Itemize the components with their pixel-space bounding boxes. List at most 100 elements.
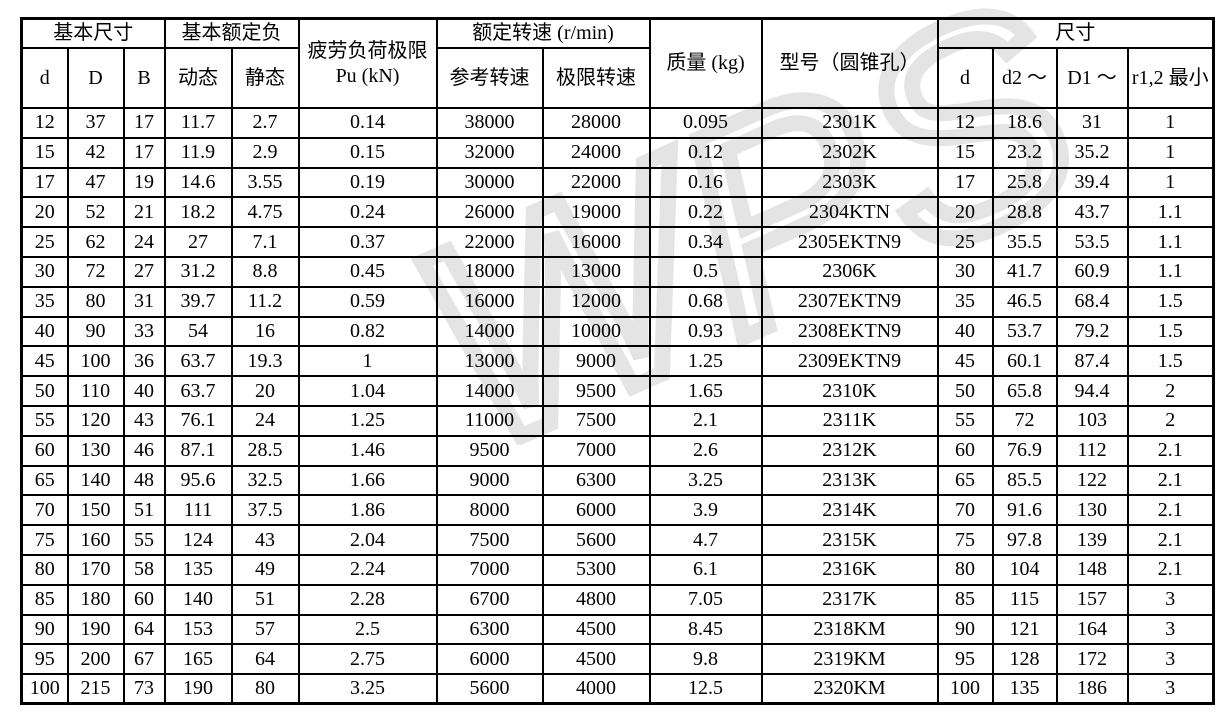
cell-B: 40 [122,375,166,407]
cell-model: 2314K [760,494,939,527]
cell-static-rating: 37.5 [230,494,300,527]
cell-dim-D1: 87.4 [1055,345,1129,378]
cell-dim-d: 95 [936,643,994,676]
cell-dim-d2: 25.8 [991,166,1058,199]
cell-d: 60 [20,434,69,467]
cell-limit-speed: 12000 [541,285,651,318]
cell-fatigue-limit: 0.59 [297,285,438,318]
col-header-limit-speed: 极限转速 [541,47,651,109]
cell-limit-speed: 5300 [541,553,651,586]
cell-dim-d2: 104 [991,553,1058,586]
cell-B: 17 [122,107,166,139]
cell-static-rating: 4.75 [230,196,300,229]
cell-dim-d: 35 [936,285,994,318]
cell-dim-D1: 53.5 [1055,226,1129,258]
col-group-basic-load-rating: 基本额定负 [163,17,300,49]
cell-mass: 6.1 [648,553,763,586]
cell-limit-speed: 13000 [541,255,651,288]
cell-mass: 0.095 [648,107,763,139]
cell-reference-speed: 6300 [435,613,544,646]
cell-fatigue-limit: 3.25 [297,673,438,705]
cell-mass: 9.8 [648,643,763,676]
cell-d: 15 [20,136,69,169]
cell-dim-d2: 72 [991,404,1058,437]
cell-d: 25 [20,226,69,258]
cell-dim-d2: 97.8 [991,524,1058,556]
cell-r12-min: 1.1 [1126,226,1215,258]
cell-dim-d: 65 [936,464,994,497]
cell-dim-D1: 172 [1055,643,1129,676]
cell-D: 140 [66,464,125,497]
cell-model: 2309EKTN9 [760,345,939,378]
table-row: 90 190 64 153 57 2.5 6300 4500 8.45 2318KM 90 121 16… [20,613,1215,646]
cell-dim-d: 45 [936,345,994,378]
cell-dynamic-rating: 39.7 [163,285,233,318]
cell-static-rating: 19.3 [230,345,300,378]
cell-static-rating: 16 [230,315,300,348]
col-header-B: B [122,47,166,109]
cell-dim-d: 55 [936,404,994,437]
cell-r12-min: 3 [1126,583,1215,616]
cell-fatigue-limit: 0.45 [297,255,438,288]
cell-D: 47 [66,166,125,199]
table-row: 100 215 73 190 80 3.25 5600 4000 12.5 2320KM 100 13… [20,673,1215,705]
cell-dim-d2: 18.6 [991,107,1058,139]
table-row: 40 90 33 54 16 0.82 14000 10000 0.93 2308EKTN9 40 5… [20,315,1215,348]
cell-reference-speed: 9000 [435,464,544,497]
cell-limit-speed: 5600 [541,524,651,556]
cell-B: 58 [122,553,166,586]
cell-D: 160 [66,524,125,556]
cell-fatigue-limit: 0.15 [297,136,438,169]
cell-B: 51 [122,494,166,527]
cell-fatigue-limit: 1.86 [297,494,438,527]
cell-dim-d: 15 [936,136,994,169]
cell-fatigue-limit: 0.14 [297,107,438,139]
cell-static-rating: 57 [230,613,300,646]
cell-dim-d2: 23.2 [991,136,1058,169]
cell-dynamic-rating: 11.7 [163,107,233,139]
col-header-d2-bore: d [936,47,994,109]
cell-fatigue-limit: 0.82 [297,315,438,348]
cell-mass: 4.7 [648,524,763,556]
cell-D: 215 [66,673,125,705]
cell-mass: 12.5 [648,673,763,705]
cell-dim-D1: 164 [1055,613,1129,646]
cell-dynamic-rating: 190 [163,673,233,705]
cell-d: 95 [20,643,69,676]
cell-D: 190 [66,613,125,646]
cell-d: 70 [20,494,69,527]
cell-dynamic-rating: 95.6 [163,464,233,497]
cell-dim-d: 17 [936,166,994,199]
table-row: 95 200 67 165 64 2.75 6000 4500 9.8 2319KM 95 128 17… [20,643,1215,676]
cell-fatigue-limit: 1.25 [297,404,438,437]
cell-dim-d2: 53.7 [991,315,1058,348]
cell-limit-speed: 4000 [541,673,651,705]
cell-r12-min: 3 [1126,613,1215,646]
cell-fatigue-limit: 1 [297,345,438,378]
cell-D: 62 [66,226,125,258]
cell-dim-d: 100 [936,673,994,705]
cell-r12-min: 2.1 [1126,494,1215,527]
cell-mass: 3.25 [648,464,763,497]
cell-r12-min: 1 [1126,166,1215,199]
cell-fatigue-limit: 2.5 [297,613,438,646]
cell-model: 2316K [760,553,939,586]
cell-dim-D1: 130 [1055,494,1129,527]
cell-reference-speed: 14000 [435,315,544,348]
cell-dynamic-rating: 165 [163,643,233,676]
cell-limit-speed: 10000 [541,315,651,348]
cell-reference-speed: 7000 [435,553,544,586]
cell-D: 130 [66,434,125,467]
cell-fatigue-limit: 1.46 [297,434,438,467]
cell-mass: 2.1 [648,404,763,437]
cell-fatigue-limit: 0.24 [297,196,438,229]
table-header: 基本尺寸 基本额定负 疲劳负荷极限 Pu (kN) 额定转速 (r/min) 质… [20,17,1215,109]
cell-mass: 0.34 [648,226,763,258]
cell-B: 17 [122,136,166,169]
cell-r12-min: 2 [1126,404,1215,437]
cell-static-rating: 3.55 [230,166,300,199]
cell-limit-speed: 9000 [541,345,651,378]
cell-D: 170 [66,553,125,586]
cell-dynamic-rating: 153 [163,613,233,646]
cell-static-rating: 20 [230,375,300,407]
